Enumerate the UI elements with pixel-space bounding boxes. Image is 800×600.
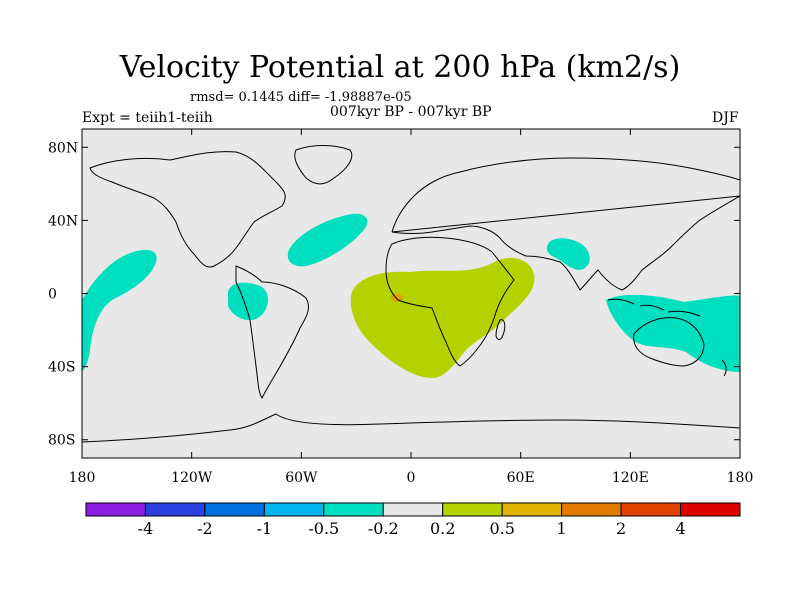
coastline-africa [385, 236, 515, 367]
colorbar-swatch [442, 502, 503, 517]
colorbar-swatch [323, 502, 384, 517]
chart-title: Velocity Potential at 200 hPa (km2/s) [119, 50, 681, 85]
coastlines [82, 145, 740, 443]
lon-tick-label: 0 [407, 470, 416, 486]
coastline-australia [633, 317, 705, 367]
lon-tick-label: 180 [69, 470, 96, 486]
experiment-label: Expt = teiih1-teiih [82, 110, 213, 126]
colorbar [85, 502, 741, 517]
colorbar-label: 2 [615, 519, 627, 538]
colorbar-swatch [501, 502, 563, 517]
coastline-new-zealand [721, 359, 727, 377]
colorbar-label: 0.5 [489, 519, 515, 538]
negative-anomaly-east-pacific [82, 249, 157, 372]
lat-tick-label: 80N [48, 140, 78, 156]
colorbar-label: -1 [256, 519, 273, 538]
lat-tick-label: 80S [48, 433, 75, 449]
colorbar-swatch [85, 502, 146, 517]
colorbar-label: -0.5 [308, 519, 340, 538]
colorbar-swatch [204, 502, 265, 517]
colorbar-label: 1 [556, 519, 567, 538]
longitude-labels: 180 120W 60W 0 60E 120E 180 [69, 470, 754, 486]
stats-text: rmsd= 0.1445 diff= -1.98887e-05 [190, 90, 412, 105]
colorbar-swatch [382, 502, 444, 517]
coastline-indonesia [607, 298, 701, 317]
positive-anomaly-africa-atlantic [350, 258, 535, 378]
anomaly-layer [82, 213, 740, 378]
colorbar-label: 0.2 [429, 519, 456, 538]
lat-tick-label: 40S [48, 360, 75, 376]
lon-tick-label: 60W [285, 470, 318, 486]
colorbar-swatch [144, 502, 206, 517]
coastline-greenland [294, 145, 353, 185]
coastline-madagascar [495, 319, 506, 340]
colorbar-swatch [680, 502, 741, 517]
negative-anomaly-tropical-east-pacific [228, 282, 269, 321]
negative-anomaly-north-atlantic [287, 213, 368, 267]
lat-tick-label: 40N [48, 213, 78, 229]
latitude-labels: 80N 40N 0 40S 80S [48, 140, 78, 448]
period-label: 007kyr BP - 007kyr BP [330, 104, 492, 120]
coastline-south-america [235, 265, 309, 399]
colorbar-swatch [263, 502, 325, 517]
lat-tick-label: 0 [48, 287, 57, 303]
coastline-north-america [89, 151, 286, 268]
lon-tick-label: 120E [612, 470, 649, 486]
lon-tick-label: 120W [171, 470, 213, 486]
coastline-antarctica [82, 413, 740, 443]
colorbar-label: 4 [675, 519, 686, 538]
colorbar-swatch [620, 502, 682, 517]
colorbar-label: -4 [137, 519, 154, 538]
map-ticks [81, 129, 741, 458]
lon-tick-label: 60E [507, 470, 535, 486]
colorbar-swatch [561, 502, 622, 517]
colorbar-label: -0.2 [367, 519, 399, 538]
lon-tick-label: 180 [727, 470, 754, 486]
coastline-eurasia [391, 157, 740, 291]
negative-anomaly-arabian-sea [546, 238, 590, 270]
season-label: DJF [712, 110, 739, 126]
negative-anomaly-maritime-continent [606, 294, 740, 372]
colorbar-label: -2 [197, 519, 213, 538]
